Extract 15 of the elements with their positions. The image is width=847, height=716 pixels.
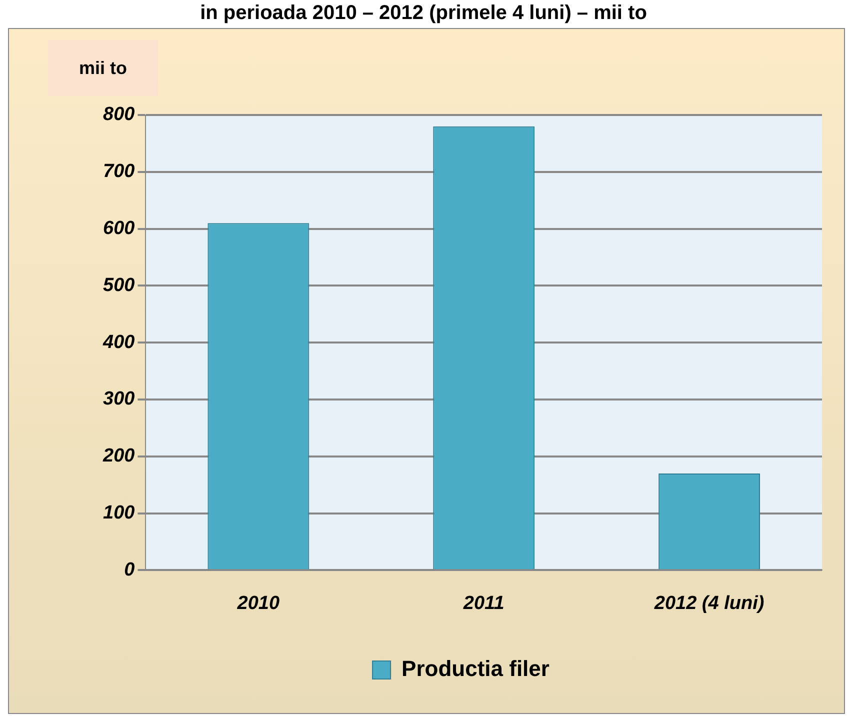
y-tick-label: 100 (103, 502, 136, 524)
y-tick-label: 700 (103, 161, 136, 182)
y-tick-label: 200 (102, 446, 136, 467)
y-tick-label: 800 (103, 104, 136, 126)
y-tick-label: 0 (124, 559, 136, 580)
y-tick-label: 600 (103, 218, 136, 240)
chart-title: in perioada 2010 – 2012 (primele 4 luni) – mii to (199, 1, 648, 26)
y-tick-label: 300 (103, 388, 136, 410)
legend-label: Productia filer (402, 656, 550, 682)
y-tick-label: 500 (103, 274, 136, 296)
x-tick-label: 2010 (236, 592, 280, 614)
y-tick-label: 400 (102, 332, 136, 353)
y-axis-title: mii to (48, 40, 158, 96)
x-tick-label: 2012 (4 luni) (653, 592, 764, 614)
x-tick-label: 2011 (462, 592, 504, 614)
